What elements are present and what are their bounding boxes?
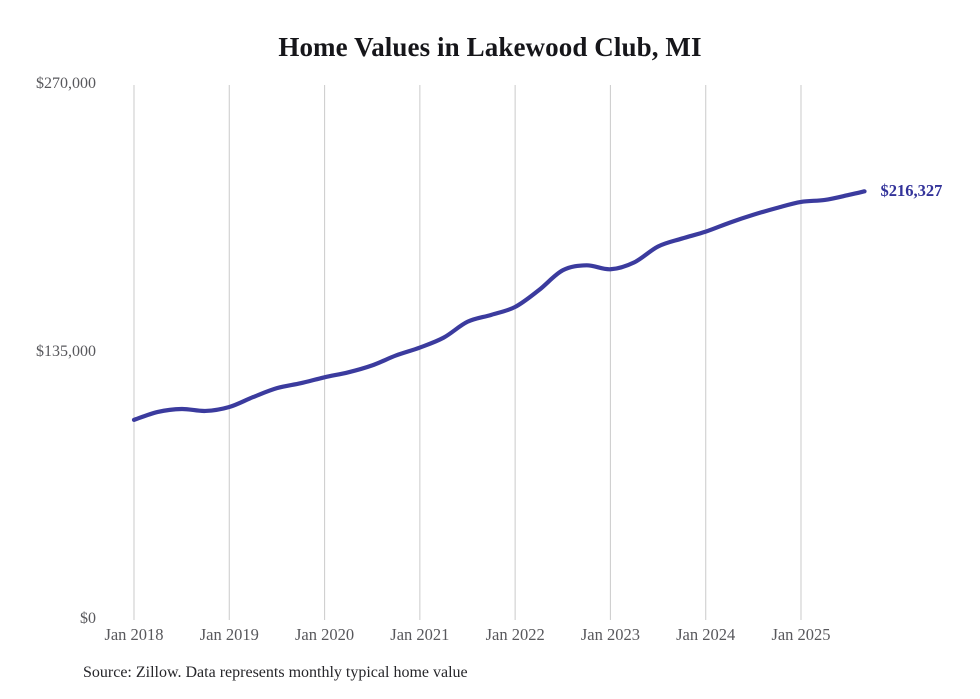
gridline-group	[133, 85, 802, 620]
y-axis-tick-label: $270,000	[36, 75, 96, 92]
x-axis-tick-label: Jan 2019	[199, 625, 259, 644]
value-line-series	[131, 189, 867, 422]
x-axis-tick-label: Jan 2021	[390, 625, 450, 644]
y-axis-tick-label: $0	[80, 610, 96, 627]
x-axis-tick-label: Jan 2020	[295, 625, 355, 644]
x-axis-tick-label: Jan 2025	[771, 625, 831, 644]
chart-title: Home Values in Lakewood Club, MI	[278, 32, 702, 62]
source-note: Source: Zillow. Data represents monthly …	[83, 664, 468, 681]
end-value-annotation: $216,327	[880, 181, 943, 201]
x-axis-tick-label: Jan 2024	[676, 625, 736, 644]
x-axis-tick-label: Jan 2018	[104, 625, 164, 644]
y-axis-tick-label: $135,000	[36, 342, 96, 360]
x-axis-tick-label: Jan 2022	[485, 625, 545, 644]
x-axis-tick-label: Jan 2023	[580, 625, 640, 644]
